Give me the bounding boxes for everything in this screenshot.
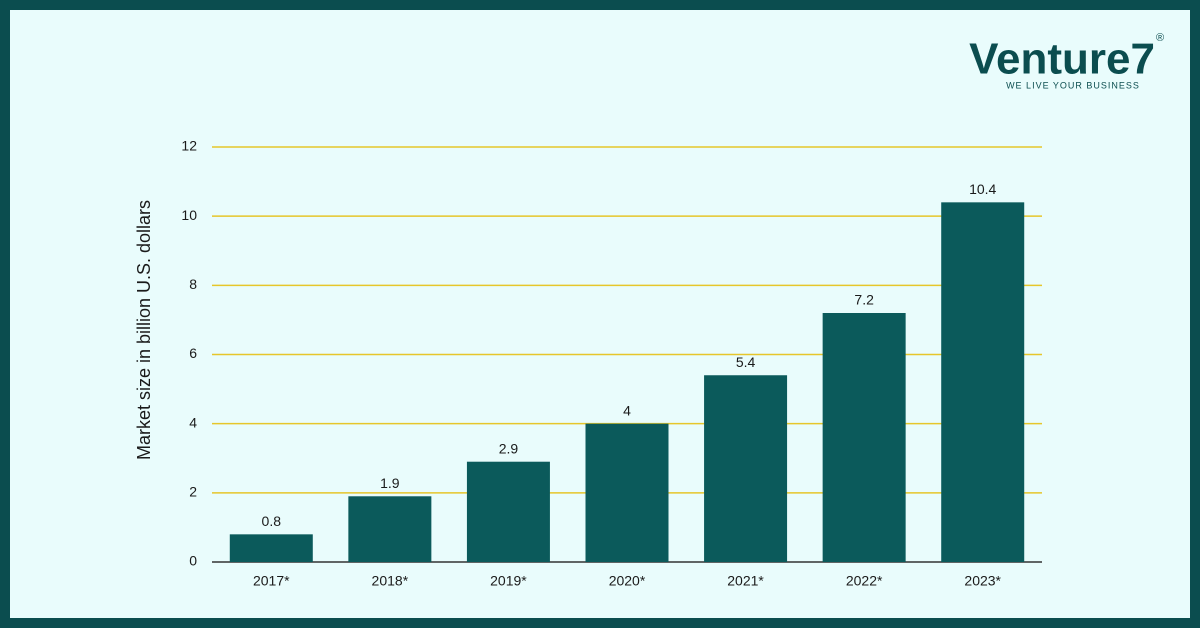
value-label: 1.9 <box>380 475 400 491</box>
x-tick-label: 2019* <box>490 573 527 589</box>
y-tick-label: 2 <box>189 484 197 500</box>
logo-tagline: WE LIVE YOUR BUSINESS <box>1006 80 1140 90</box>
bar <box>348 496 432 562</box>
value-label: 5.4 <box>736 354 756 370</box>
y-tick-label: 10 <box>181 207 197 223</box>
value-label: 10.4 <box>969 181 996 197</box>
value-label: 7.2 <box>854 292 874 308</box>
y-axis-label: Market size in billion U.S. dollars <box>134 200 154 460</box>
logo-registered: ® <box>1156 32 1164 44</box>
y-tick-label: 8 <box>189 276 197 292</box>
value-label: 4 <box>623 402 631 418</box>
x-tick-label: 2023* <box>964 573 1001 589</box>
bar <box>822 313 906 562</box>
y-tick-label: 0 <box>189 553 197 569</box>
logo-brand: Venture7 <box>969 35 1155 84</box>
bar <box>704 375 788 562</box>
x-tick-label: 2020* <box>609 573 646 589</box>
x-tick-label: 2021* <box>727 573 764 589</box>
x-tick-label: 2022* <box>846 573 883 589</box>
y-tick-label: 12 <box>181 138 197 154</box>
bar <box>941 202 1025 563</box>
value-label: 2.9 <box>499 440 519 456</box>
bar <box>466 461 550 562</box>
y-tick-label: 6 <box>189 345 197 361</box>
y-tick-label: 4 <box>189 414 197 430</box>
bar <box>585 423 669 562</box>
value-label: 0.8 <box>262 513 282 529</box>
x-tick-label: 2018* <box>372 573 409 589</box>
x-tick-label: 2017* <box>253 573 290 589</box>
bar <box>229 534 313 562</box>
